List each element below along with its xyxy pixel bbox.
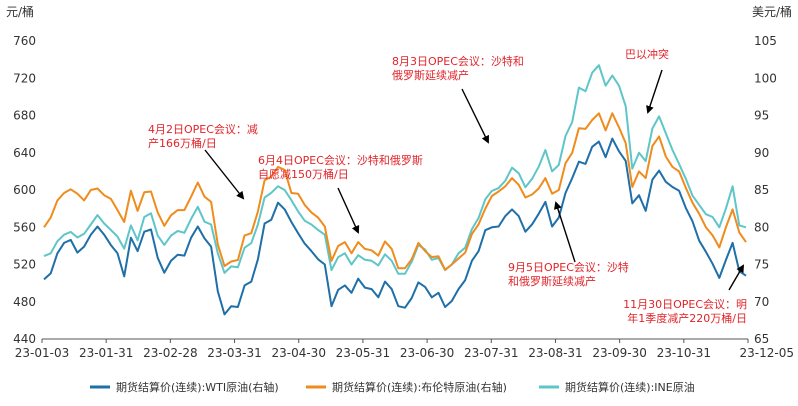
annotation-arrow	[204, 149, 245, 200]
series-line-2	[43, 64, 747, 275]
annotation-text: 和俄罗斯延续减产	[508, 274, 596, 288]
annotation-arrow	[554, 201, 576, 263]
annotation-arrow	[461, 88, 489, 144]
legend-label-0: 期货结算价(连续):WTI原油(右轴)	[116, 380, 279, 394]
x-tick-label: 23-01-03	[15, 346, 69, 360]
left-tick-label: 520	[13, 258, 36, 272]
right-tick-label: 70	[754, 295, 769, 309]
x-tick-label: 23-10-31	[657, 346, 711, 360]
x-tick-label: 23-01-31	[79, 346, 133, 360]
left-tick-label: 720	[13, 71, 36, 85]
left-tick-label: 680	[13, 109, 36, 123]
x-tick-label: 23-03-31	[207, 346, 261, 360]
legend-label-1: 期货结算价(连续):布伦特原油(右轴)	[332, 380, 507, 394]
right-tick-label: 80	[754, 220, 769, 234]
right-tick-label: 85	[754, 183, 769, 197]
right-tick-label: 100	[754, 71, 777, 85]
right-tick-label: 95	[754, 109, 769, 123]
left-tick-label: 600	[13, 183, 36, 197]
left-axis-unit: 元/桶	[6, 4, 34, 19]
x-tick-label: 23-06-30	[400, 346, 454, 360]
annotation-arrow	[728, 264, 745, 291]
annotation-text: 巴以冲突	[625, 47, 669, 61]
annotation-text: 产166万桶/日	[148, 136, 217, 150]
legend: 期货结算价(连续):WTI原油(右轴) 期货结算价(连续):布伦特原油(右轴) 期货…	[90, 380, 695, 394]
left-tick-label: 560	[13, 220, 36, 234]
right-tick-label: 75	[754, 258, 769, 272]
x-tick-label: 23-08-31	[528, 346, 582, 360]
axes: 440 480 520 560 600 640 680 720 760 65 70 75 80 85 90 9…	[13, 34, 794, 360]
series-line-0	[43, 137, 747, 316]
right-tick-label: 90	[754, 146, 769, 160]
x-tick-label: 23-12-05	[740, 346, 794, 360]
annotation-arrow	[646, 69, 663, 114]
left-tick-label: 640	[13, 146, 36, 160]
x-tick-label: 23-09-30	[592, 346, 646, 360]
right-tick-label: 65	[754, 332, 769, 346]
series-line-1	[43, 112, 747, 271]
legend-label-2: 期货结算价(连续):INE原油	[565, 380, 695, 394]
annotation-text: 9月5日OPEC会议：沙特	[508, 260, 629, 274]
annotation-layer: 4月2日OPEC会议：减产166万桶/日6月4日OPEC会议：沙特和俄罗斯自愿减…	[148, 47, 747, 325]
annotation-text: 4月2日OPEC会议：减	[148, 123, 258, 136]
annotation-arrow	[337, 187, 360, 234]
annotation-text: 俄罗斯延续减产	[392, 68, 469, 82]
left-tick-label: 760	[13, 34, 36, 48]
annotation-text: 6月4日OPEC会议：沙特和俄罗斯	[258, 153, 423, 167]
annotation-text: 年1季度减产220万桶/日	[627, 311, 747, 325]
right-axis-unit: 美元/桶	[752, 4, 792, 19]
annotation-text: 8月3日OPEC会议：沙特和	[392, 54, 524, 68]
annotation-text: 自愿减150万桶/日	[258, 167, 349, 181]
annotation-text: 11月30日OPEC会议：明	[623, 298, 747, 311]
x-tick-label: 23-05-31	[336, 346, 390, 360]
series-layer	[43, 64, 747, 316]
x-tick-label: 23-07-31	[464, 346, 518, 360]
x-tick-label: 23-04-30	[271, 346, 325, 360]
left-tick-label: 440	[13, 332, 36, 346]
annotation-3: 巴以冲突	[625, 47, 669, 114]
right-tick-label: 105	[754, 34, 777, 48]
left-tick-label: 480	[13, 295, 36, 309]
x-tick-label: 23-02-28	[143, 346, 197, 360]
